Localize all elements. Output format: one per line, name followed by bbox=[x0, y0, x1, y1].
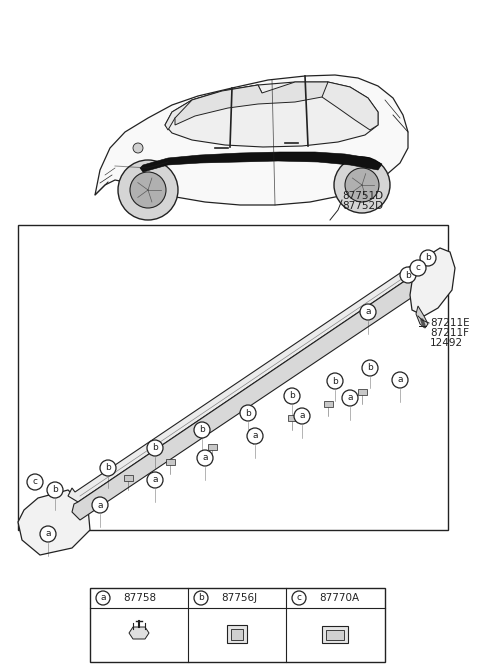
FancyBboxPatch shape bbox=[288, 415, 297, 421]
Polygon shape bbox=[129, 627, 149, 639]
Circle shape bbox=[194, 422, 210, 438]
Circle shape bbox=[410, 260, 426, 276]
FancyBboxPatch shape bbox=[90, 588, 385, 662]
Text: a: a bbox=[365, 308, 371, 317]
Text: a: a bbox=[97, 501, 103, 509]
Circle shape bbox=[240, 405, 256, 421]
Circle shape bbox=[342, 390, 358, 406]
Text: 12492: 12492 bbox=[430, 338, 463, 348]
Polygon shape bbox=[175, 82, 328, 125]
FancyBboxPatch shape bbox=[123, 475, 132, 481]
Text: b: b bbox=[152, 444, 158, 452]
Polygon shape bbox=[72, 272, 420, 520]
Circle shape bbox=[194, 591, 208, 605]
Circle shape bbox=[400, 267, 416, 283]
Circle shape bbox=[294, 408, 310, 424]
Circle shape bbox=[118, 160, 178, 220]
Text: c: c bbox=[33, 478, 37, 487]
Text: b: b bbox=[332, 376, 338, 386]
Text: c: c bbox=[416, 263, 420, 273]
Circle shape bbox=[284, 388, 300, 404]
Text: b: b bbox=[425, 253, 431, 263]
FancyBboxPatch shape bbox=[324, 401, 333, 407]
Text: a: a bbox=[252, 431, 258, 441]
Text: b: b bbox=[105, 464, 111, 472]
Polygon shape bbox=[416, 306, 428, 328]
Circle shape bbox=[147, 472, 163, 488]
Text: 87211E: 87211E bbox=[430, 318, 469, 328]
Text: b: b bbox=[198, 593, 204, 603]
Polygon shape bbox=[165, 82, 378, 147]
Polygon shape bbox=[18, 490, 90, 555]
Polygon shape bbox=[95, 75, 408, 205]
Circle shape bbox=[92, 497, 108, 513]
Text: a: a bbox=[100, 593, 106, 603]
FancyBboxPatch shape bbox=[207, 444, 216, 450]
Text: a: a bbox=[397, 376, 403, 384]
Text: a: a bbox=[347, 394, 353, 403]
Circle shape bbox=[420, 250, 436, 266]
Circle shape bbox=[100, 460, 116, 476]
Circle shape bbox=[362, 360, 378, 376]
Text: a: a bbox=[152, 476, 158, 485]
FancyBboxPatch shape bbox=[322, 626, 348, 643]
FancyBboxPatch shape bbox=[227, 625, 247, 643]
Text: 87752D: 87752D bbox=[342, 201, 383, 211]
Circle shape bbox=[327, 373, 343, 389]
FancyBboxPatch shape bbox=[326, 630, 344, 640]
Text: a: a bbox=[299, 411, 305, 421]
Circle shape bbox=[334, 157, 390, 213]
FancyBboxPatch shape bbox=[249, 429, 257, 435]
Text: 87756J: 87756J bbox=[221, 593, 257, 603]
Text: b: b bbox=[289, 392, 295, 401]
Circle shape bbox=[133, 143, 143, 153]
Text: b: b bbox=[367, 364, 373, 372]
Text: b: b bbox=[52, 485, 58, 495]
Text: b: b bbox=[199, 425, 205, 435]
Circle shape bbox=[197, 450, 213, 466]
Circle shape bbox=[360, 304, 376, 320]
Polygon shape bbox=[68, 252, 443, 502]
Text: 87751D: 87751D bbox=[342, 191, 383, 201]
Polygon shape bbox=[140, 152, 382, 172]
Circle shape bbox=[27, 474, 43, 490]
Text: 87211F: 87211F bbox=[430, 328, 469, 338]
Text: b: b bbox=[405, 271, 411, 280]
Text: a: a bbox=[45, 530, 51, 538]
Polygon shape bbox=[165, 85, 262, 130]
FancyBboxPatch shape bbox=[166, 459, 175, 465]
Polygon shape bbox=[410, 248, 455, 316]
Circle shape bbox=[47, 482, 63, 498]
FancyBboxPatch shape bbox=[18, 225, 448, 530]
Text: c: c bbox=[297, 593, 301, 603]
Text: 87758: 87758 bbox=[123, 593, 156, 603]
FancyBboxPatch shape bbox=[358, 389, 367, 395]
Circle shape bbox=[345, 168, 379, 202]
FancyBboxPatch shape bbox=[231, 629, 243, 640]
Text: 87770A: 87770A bbox=[319, 593, 359, 603]
Text: b: b bbox=[245, 409, 251, 417]
Circle shape bbox=[40, 526, 56, 542]
Circle shape bbox=[96, 591, 110, 605]
Circle shape bbox=[392, 372, 408, 388]
Text: a: a bbox=[202, 454, 208, 462]
Circle shape bbox=[130, 172, 166, 208]
Polygon shape bbox=[318, 82, 378, 130]
Circle shape bbox=[247, 428, 263, 444]
Circle shape bbox=[147, 440, 163, 456]
Circle shape bbox=[292, 591, 306, 605]
